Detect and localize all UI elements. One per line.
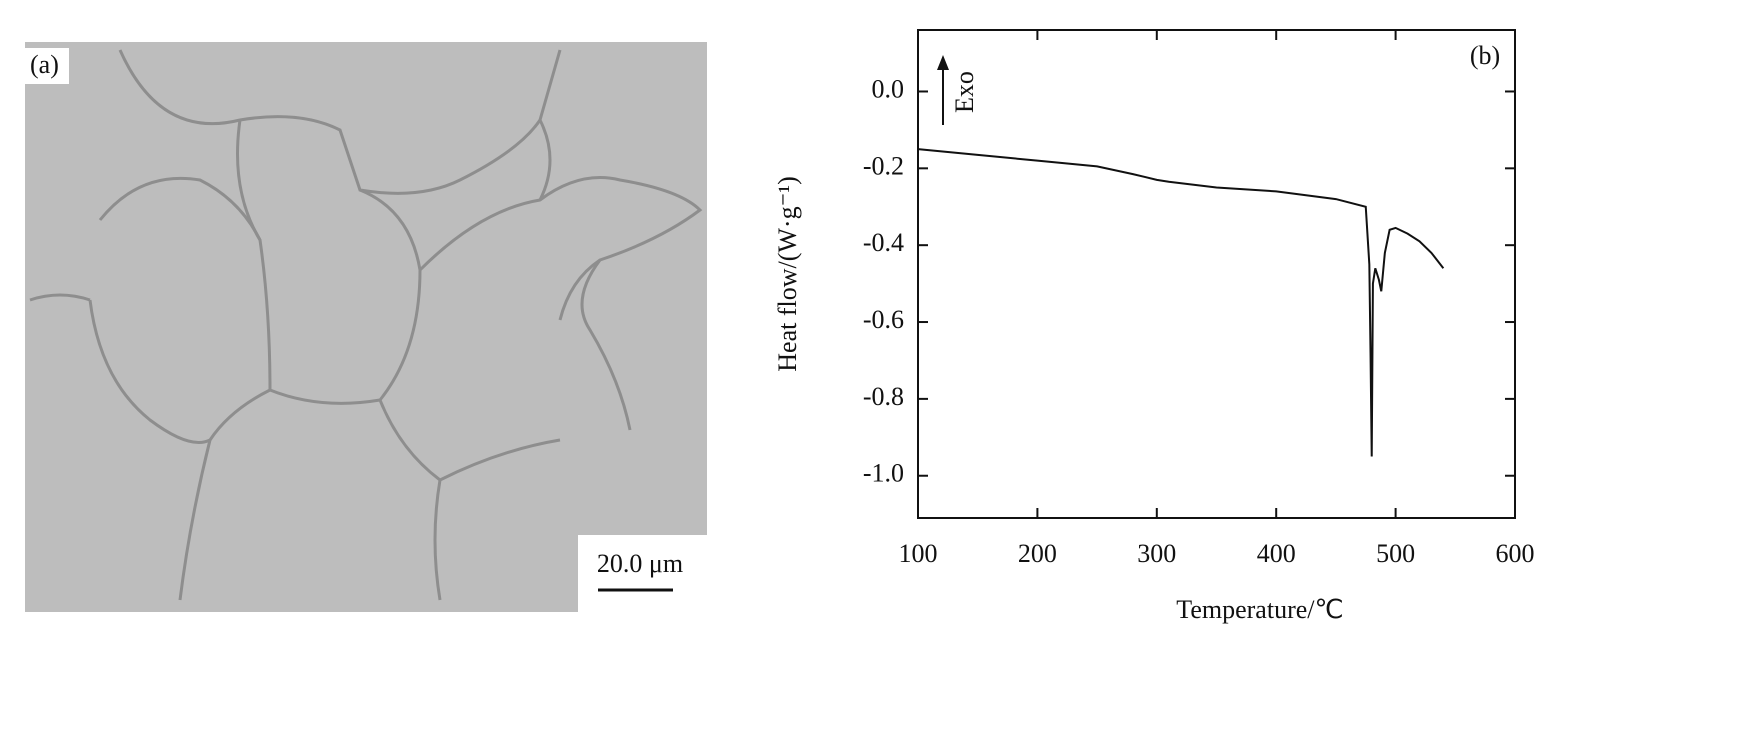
- x-tick-label: 100: [899, 539, 938, 568]
- plot-frame: [917, 29, 1516, 519]
- exo-arrowhead: [937, 55, 949, 70]
- annotation: Exo: [950, 71, 979, 113]
- x-axis-label: Temperature/℃: [1176, 595, 1343, 624]
- micrograph-image: [25, 42, 707, 612]
- x-tick-label: 300: [1137, 539, 1176, 568]
- panel-label: (a): [30, 50, 59, 79]
- label-box: [25, 48, 69, 84]
- chart: (b) Exo Temperature/℃ Heat flow/(W·g⁻¹) …: [773, 29, 1535, 624]
- micrograph: (a) 20.0 μm: [25, 42, 707, 615]
- y-tick-label: 0.0: [872, 74, 905, 103]
- x-tick-label: 200: [1018, 539, 1057, 568]
- y-tick-label: -0.4: [863, 228, 904, 257]
- y-tick-label: -0.2: [863, 151, 904, 180]
- scale-box: [578, 535, 707, 615]
- y-axis-label: Heat flow/(W·g⁻¹): [773, 176, 802, 372]
- grain-boundaries: [29, 49, 703, 601]
- x-tick-label: 500: [1376, 539, 1415, 568]
- scale-bar-label: 20.0 μm: [597, 549, 683, 578]
- y-tick-label: -1.0: [863, 459, 904, 488]
- y-tick-label: -0.6: [863, 305, 904, 334]
- data-line: [917, 148, 1445, 457]
- x-tick-label: 600: [1496, 539, 1535, 568]
- x-tick-label: 400: [1257, 539, 1296, 568]
- y-tick-label: -0.8: [863, 382, 904, 411]
- panel-label: (b): [1470, 41, 1500, 70]
